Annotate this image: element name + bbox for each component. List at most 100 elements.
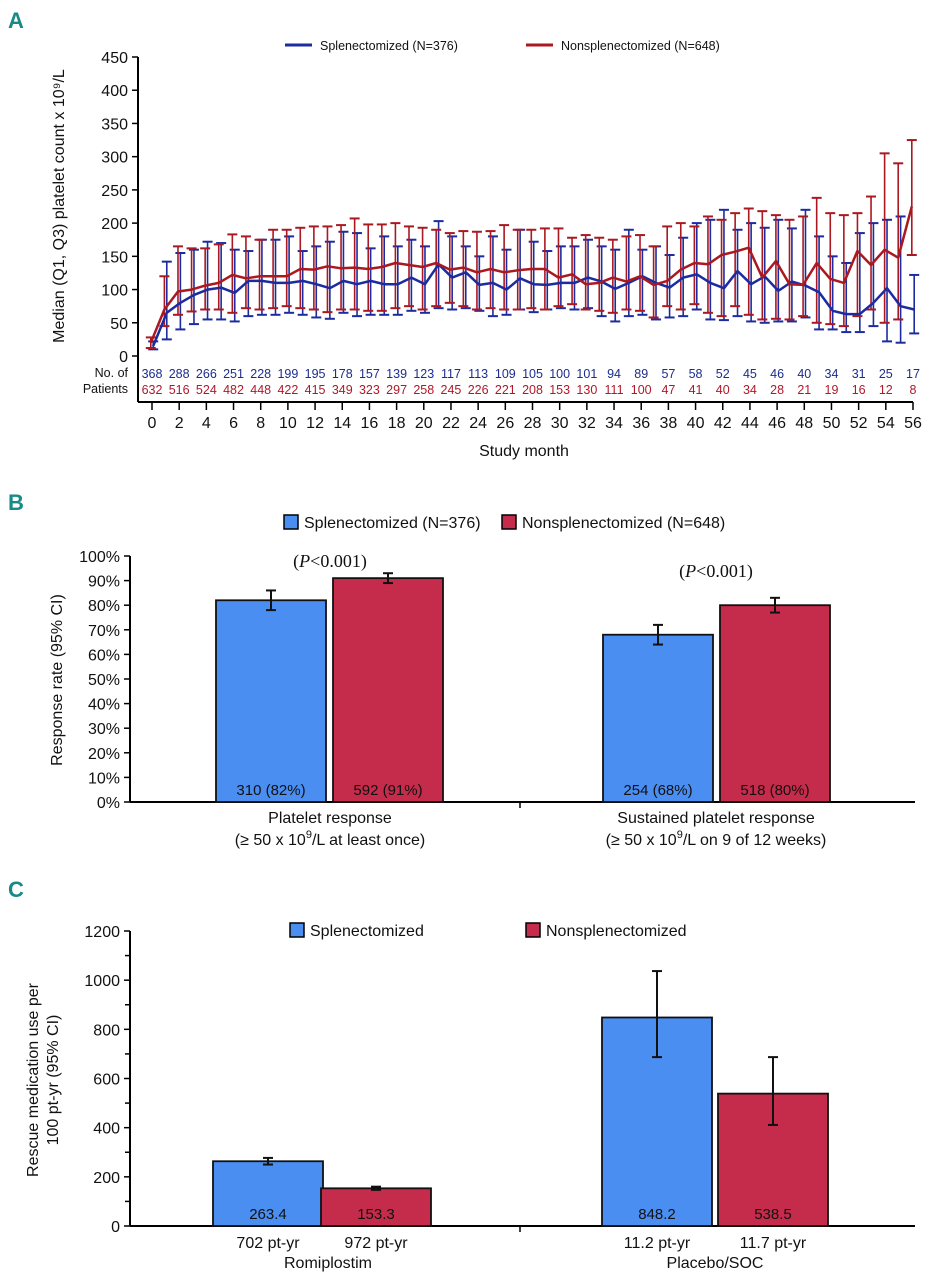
- y-tick-label: 0: [119, 349, 128, 366]
- n-at-risk-nonsplenectomized: 221: [495, 383, 516, 397]
- x-tick-label: 0: [148, 415, 157, 432]
- y-axis-title-line2: 100 pt-yr (95% CI): [45, 1015, 62, 1146]
- category-label: Platelet response: [268, 810, 392, 827]
- n-at-risk-nonsplenectomized: 12: [879, 383, 893, 397]
- n-at-risk-splenectomized: 105: [522, 367, 543, 381]
- y-axis-title: Response rate (95% CI): [49, 594, 66, 766]
- n-at-risk-nonsplenectomized: 40: [716, 383, 730, 397]
- n-at-risk-nonsplenectomized: 258: [413, 383, 434, 397]
- n-at-risk-splenectomized: 25: [879, 367, 893, 381]
- bar-value-label-nonsplenectomized: 153.3: [357, 1206, 395, 1223]
- x-tick-label: 28: [524, 415, 542, 432]
- y-tick-label: 400: [101, 83, 128, 100]
- n-at-risk-splenectomized: 266: [196, 367, 217, 381]
- y-tick-label: 90%: [88, 574, 120, 591]
- n-at-risk-splenectomized: 199: [277, 367, 298, 381]
- y-tick-label: 1000: [84, 973, 120, 990]
- legend-label-splenectomized: Splenectomized (N=376): [320, 39, 458, 53]
- y-tick-label: 800: [93, 1022, 120, 1039]
- n-at-risk-splenectomized: 123: [413, 367, 434, 381]
- n-at-risk-splenectomized: 195: [305, 367, 326, 381]
- y-tick-label: 200: [101, 216, 128, 233]
- y-axis-title-line1: Rescue medication use per: [25, 982, 42, 1177]
- category-sublabel: (≥ 50 x 109/L on 9 of 12 weeks): [606, 829, 827, 849]
- x-tick-label: 4: [202, 415, 211, 432]
- x-tick-label: 34: [605, 415, 623, 432]
- bar-value-label-nonsplenectomized: 592 (91%): [353, 782, 422, 799]
- panel-label-b: B: [8, 490, 24, 515]
- x-tick-label: 56: [904, 415, 922, 432]
- legend-label-splenectomized: Splenectomized (N=376): [304, 515, 481, 532]
- x-tick-label: 36: [632, 415, 650, 432]
- y-tick-label: 50%: [88, 672, 120, 689]
- y-tick-label: 60%: [88, 647, 120, 664]
- y-tick-label: 40%: [88, 697, 120, 714]
- y-axis-title: Median (Q1, Q3) platelet count x 10⁹/L: [51, 69, 68, 343]
- n-at-risk-nonsplenectomized: 415: [305, 383, 326, 397]
- y-tick-label: 300: [101, 150, 128, 167]
- n-at-risk-nonsplenectomized: 8: [910, 383, 917, 397]
- legend-label-nonsplenectomized: Nonsplenectomized (N=648): [522, 515, 725, 532]
- panel-b-chart: 0% 10% 20% 30% 40% 50% 60% 70% 80% 90% 100% Splenec…: [49, 514, 915, 849]
- y-tick-label: 50: [110, 316, 128, 333]
- exposure-label: 11.2 pt-yr: [624, 1235, 691, 1252]
- n-at-risk-splenectomized: 31: [852, 367, 866, 381]
- n-at-risk-nonsplenectomized: 323: [359, 383, 380, 397]
- x-tick-label: 44: [741, 415, 759, 432]
- n-at-risk-splenectomized: 40: [797, 367, 811, 381]
- legend-swatch-splenectomized: [283, 514, 299, 530]
- y-tick-label: 0: [111, 1219, 120, 1236]
- p-value-annotation: (P<0.001): [679, 561, 753, 582]
- n-at-risk-nonsplenectomized: 41: [689, 383, 703, 397]
- x-tick-label: 6: [229, 415, 238, 432]
- n-at-risk-nonsplenectomized: 226: [468, 383, 489, 397]
- n-at-risk-nonsplenectomized: 349: [332, 383, 353, 397]
- n-at-risk-splenectomized: 52: [716, 367, 730, 381]
- x-tick-label: 18: [388, 415, 406, 432]
- bar-splenectomized: [215, 599, 327, 803]
- x-tick-label: 12: [306, 415, 324, 432]
- n-at-risk-label-line2: Patients: [83, 382, 128, 396]
- x-tick-label: 8: [256, 415, 265, 432]
- n-at-risk-nonsplenectomized: 448: [250, 383, 271, 397]
- n-at-risk-splenectomized: 117: [441, 367, 461, 381]
- legend-swatch-nonsplenectomized: [525, 922, 541, 938]
- n-at-risk-splenectomized: 288: [169, 367, 190, 381]
- legend-label-nonsplenectomized: Nonsplenectomized (N=648): [561, 39, 720, 53]
- n-at-risk-nonsplenectomized: 19: [825, 383, 839, 397]
- x-tick-label: 38: [659, 415, 677, 432]
- n-at-risk-nonsplenectomized: 153: [549, 383, 570, 397]
- x-tick-label: 50: [823, 415, 841, 432]
- category-label: Romiplostim: [284, 1255, 372, 1272]
- n-at-risk-splenectomized: 34: [825, 367, 839, 381]
- n-at-risk-nonsplenectomized: 130: [576, 383, 597, 397]
- category-sublabel: (≥ 50 x 109/L at least once): [235, 829, 425, 849]
- x-tick-label: 20: [415, 415, 433, 432]
- n-at-risk-nonsplenectomized: 632: [142, 383, 163, 397]
- n-at-risk-nonsplenectomized: 16: [852, 383, 866, 397]
- n-at-risk-splenectomized: 89: [634, 367, 648, 381]
- n-at-risk-splenectomized: 139: [386, 367, 407, 381]
- y-tick-label: 70%: [88, 623, 120, 640]
- n-at-risk-nonsplenectomized: 47: [661, 383, 675, 397]
- x-tick-label: 54: [877, 415, 895, 432]
- x-tick-label: 24: [469, 415, 487, 432]
- x-axis-title: Study month: [479, 443, 569, 460]
- n-at-risk-splenectomized: 101: [576, 367, 597, 381]
- bar-nonsplenectomized: [332, 577, 444, 803]
- n-at-risk-splenectomized: 94: [607, 367, 621, 381]
- n-at-risk-nonsplenectomized: 208: [522, 383, 543, 397]
- bar-value-label-splenectomized: 263.4: [249, 1206, 287, 1223]
- exposure-label: 11.7 pt-yr: [740, 1235, 807, 1252]
- bar-splenectomized: [602, 633, 714, 803]
- y-tick-label: 200: [93, 1170, 120, 1187]
- n-at-risk-nonsplenectomized: 516: [169, 383, 190, 397]
- y-tick-label: 10%: [88, 770, 120, 787]
- exposure-label: 972 pt-yr: [344, 1235, 408, 1252]
- category-label: Sustained platelet response: [617, 810, 815, 827]
- bar-value-label-splenectomized: 848.2: [638, 1206, 676, 1223]
- y-tick-label: 100: [101, 283, 128, 300]
- legend-swatch-nonsplenectomized: [501, 514, 517, 530]
- n-at-risk-label-line1: No. of: [95, 366, 129, 380]
- x-tick-label: 32: [578, 415, 596, 432]
